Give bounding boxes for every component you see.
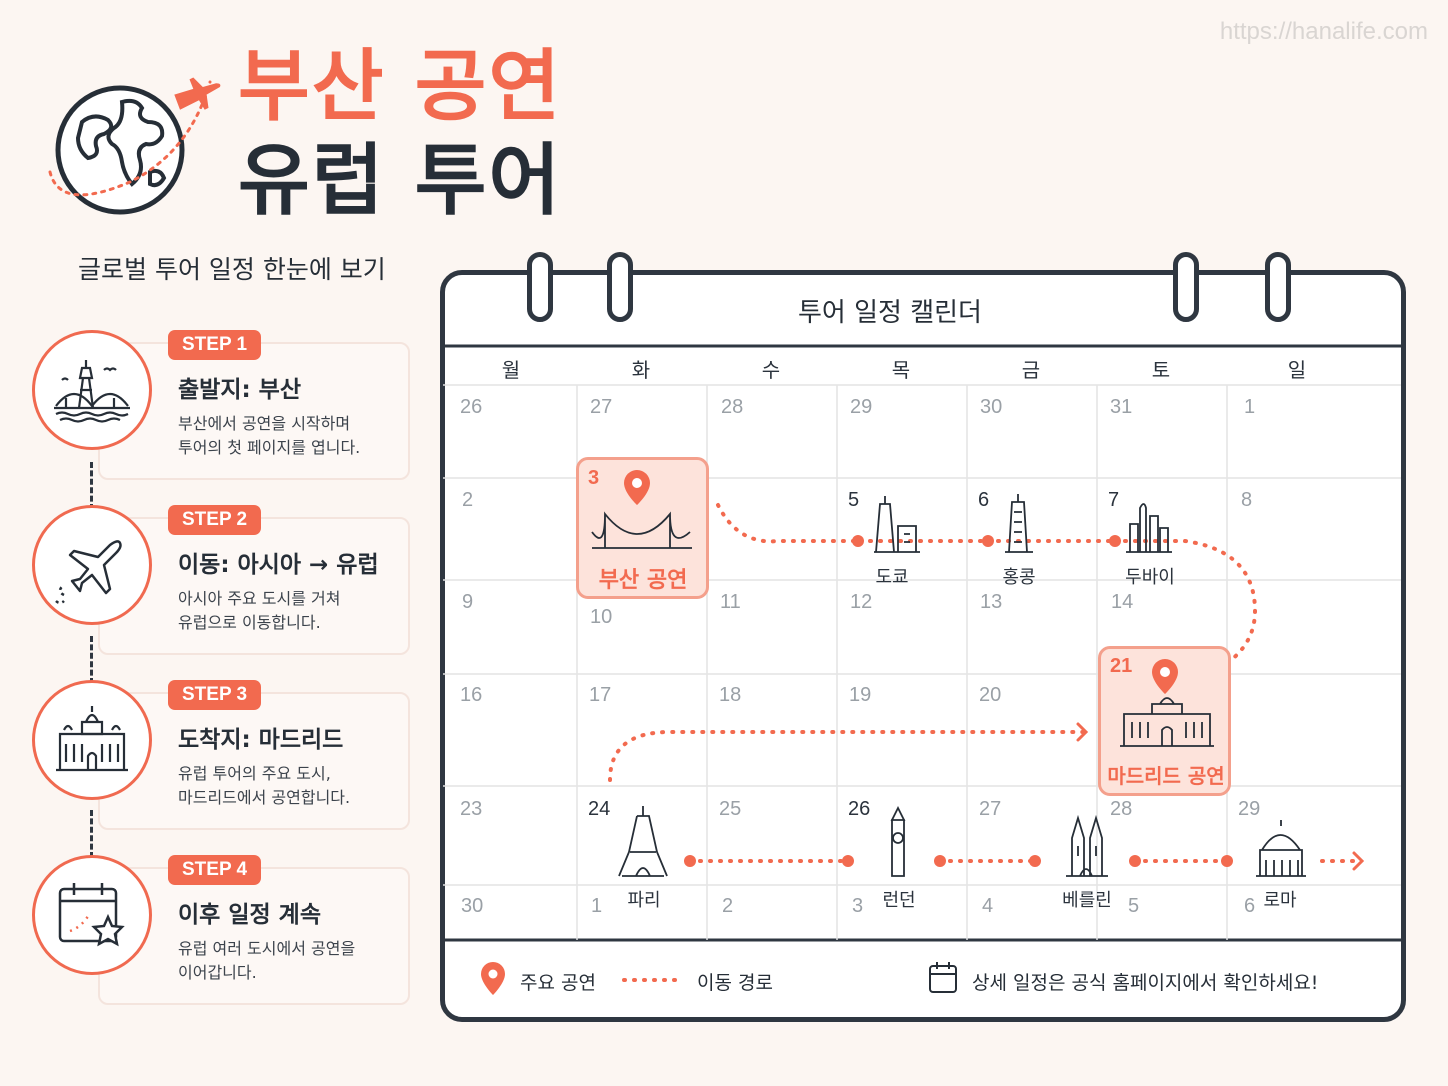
date-cell: 4 (982, 895, 994, 917)
event-label-busan: 부산 공연 (598, 568, 688, 593)
step-connector (90, 462, 93, 510)
city-label-paris: 파리 (627, 890, 661, 911)
date-cell: 1 (1244, 396, 1256, 418)
step-2: STEP 2 이동: 아시아 → 유럽 아시아 주요 도시를 거쳐 유럽으로 이동… (30, 505, 410, 655)
calendar-title: 투어 일정 캘린더 (798, 298, 982, 328)
date-cell: 12 (850, 591, 873, 613)
date-cell: 5 (848, 489, 860, 511)
date-cell: 13 (980, 591, 1003, 613)
legend-note: 상세 일정은 공식 홈페이지에서 확인하세요! (972, 972, 1319, 994)
date-cell: 16 (460, 684, 483, 706)
step-card (98, 692, 410, 830)
madrid-palace-icon (32, 680, 152, 800)
date-cell: 2 (462, 489, 474, 511)
date-cell: 6 (1244, 895, 1256, 917)
step-heading: 이후 일정 계속 (178, 902, 321, 928)
date-cell: 20 (979, 684, 1002, 706)
date-cell: 27 (979, 798, 1002, 820)
city-label-tokyo: 도쿄 (875, 567, 909, 588)
date-cell: 5 (1128, 895, 1140, 917)
date-cell: 23 (460, 798, 483, 820)
step-heading: 도착지: 마드리드 (178, 727, 344, 753)
date-cell: 25 (719, 798, 742, 820)
step-desc: 부산에서 공연을 시작하며 투어의 첫 페이지를 엽니다. (178, 414, 361, 457)
date-cell: 29 (850, 396, 873, 418)
busan-skyline-icon (32, 330, 152, 450)
day-tue: 화 (631, 358, 651, 382)
step-connector (90, 636, 93, 684)
calendar-ring (1265, 252, 1291, 322)
city-label-dubai: 두바이 (1125, 567, 1175, 588)
step-heading: 이동: 아시아 → 유럽 (178, 552, 379, 578)
date-cell: 28 (1110, 798, 1133, 820)
date-cell: 30 (980, 396, 1003, 418)
step-badge: STEP 3 (168, 680, 262, 710)
subtitle: 글로벌 투어 일정 한눈에 보기 (78, 255, 386, 284)
day-sun: 일 (1287, 358, 1307, 382)
date-cell: 7 (1108, 489, 1120, 511)
day-fri: 금 (1021, 358, 1041, 382)
step-4: STEP 4 이후 일정 계속 유럽 여러 도시에서 공연을 이어갑니다. (30, 855, 410, 1005)
event-date: 21 (1110, 655, 1133, 677)
step-badge: STEP 4 (168, 855, 262, 885)
step-connector (90, 810, 93, 858)
calendar-ring (1173, 252, 1199, 322)
day-mon: 월 (501, 358, 521, 382)
step-desc: 아시아 주요 도시를 거쳐 유럽으로 이동합니다. (178, 589, 341, 632)
date-cell: 18 (719, 684, 742, 706)
date-cell: 27 (590, 396, 613, 418)
date-cell: 11 (720, 591, 741, 613)
step-card (98, 342, 410, 480)
date-cell: 24 (588, 798, 611, 820)
date-cell: 28 (721, 396, 744, 418)
date-cell: 9 (462, 591, 474, 613)
globe-icon (48, 77, 221, 215)
step-badge: STEP 2 (168, 505, 262, 535)
step-3: STEP 3 도착지: 마드리드 유럽 투어의 주요 도시, 마드리드에서 공연합… (30, 680, 410, 830)
step-desc: 유럽 여러 도시에서 공연을 이어갑니다. (178, 939, 356, 982)
date-cell: 2 (722, 895, 734, 917)
date-cell: 6 (978, 489, 990, 511)
calendar-star-icon (32, 855, 152, 975)
date-cell: 17 (589, 684, 612, 706)
calendar-ring (527, 252, 553, 322)
date-cell: 19 (849, 684, 872, 706)
date-cell: 26 (460, 396, 483, 418)
event-label-madrid: 마드리드 공연 (1107, 764, 1225, 788)
step-1: STEP 1 출발지: 부산 부산에서 공연을 시작하며 투어의 첫 페이지를 엽… (30, 330, 410, 480)
title-line-1: 부산 공연 (238, 42, 563, 132)
city-label-hongkong: 홍콩 (1002, 567, 1036, 588)
step-badge: STEP 1 (168, 330, 262, 360)
step-heading: 출발지: 부산 (178, 377, 302, 403)
date-cell: 8 (1241, 489, 1253, 511)
date-cell: 30 (461, 895, 484, 917)
date-cell: 14 (1111, 591, 1134, 613)
calendar-ring (607, 252, 633, 322)
watermark: https://hanalife.com (1219, 18, 1428, 45)
city-label-rome: 로마 (1263, 890, 1297, 911)
airplane-icon (32, 505, 152, 625)
date-cell: 3 (852, 895, 864, 917)
step-desc: 유럽 투어의 주요 도시, 마드리드에서 공연합니다. (178, 764, 351, 807)
date-cell: 10 (590, 606, 613, 628)
date-cell: 31 (1110, 396, 1133, 418)
tour-calendar (440, 270, 1406, 1022)
day-thu: 목 (891, 358, 911, 382)
day-sat: 토 (1151, 358, 1171, 382)
date-cell: 26 (848, 798, 871, 820)
title-line-2: 유럽 투어 (238, 136, 563, 226)
legend-main-performance: 주요 공연 (520, 972, 596, 994)
date-cell: 1 (591, 895, 603, 917)
event-date: 3 (588, 467, 600, 489)
city-label-london: 런던 (882, 890, 916, 911)
city-label-berlin: 베를린 (1062, 890, 1112, 911)
legend-route: 이동 경로 (697, 972, 773, 994)
day-wed: 수 (761, 358, 781, 382)
date-cell: 29 (1238, 798, 1261, 820)
